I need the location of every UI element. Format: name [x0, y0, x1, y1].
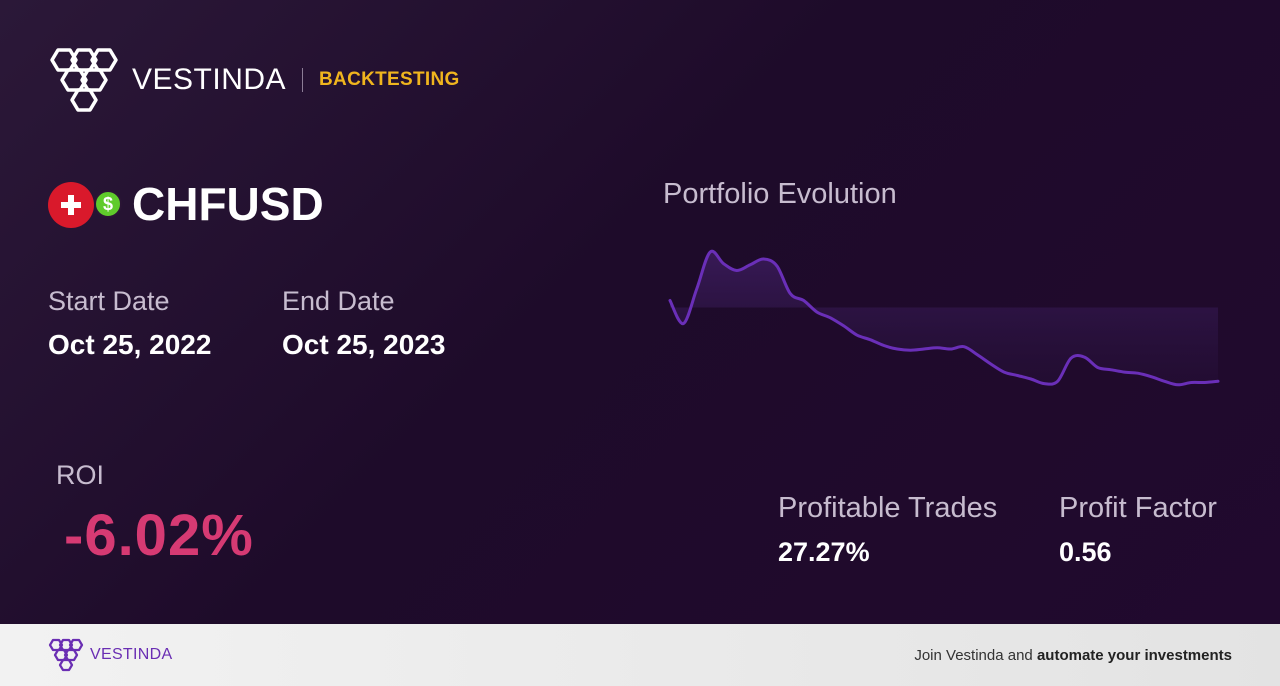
backtest-card: VESTINDA BACKTESTING $ CHFUSD Start Date…	[0, 0, 1280, 624]
end-date-value: Oct 25, 2023	[282, 329, 446, 360]
header: VESTINDA BACKTESTING	[48, 46, 460, 114]
profit-factor-label: Profit Factor	[1059, 492, 1217, 524]
roi-label: ROI	[56, 460, 105, 490]
header-divider	[302, 68, 304, 92]
chart-title: Portfolio Evolution	[663, 178, 897, 210]
end-date: End Date Oct 25, 2023	[282, 286, 445, 361]
section-label: BACKTESTING	[319, 69, 460, 90]
currency-pair: $ CHFUSD	[48, 176, 324, 232]
chart-series-line	[668, 249, 1220, 387]
roi-value: -6.02%	[64, 503, 254, 568]
start-date-value: Oct 25, 2022	[48, 329, 212, 360]
profit-factor-value: 0.56	[1059, 537, 1112, 567]
footer-brand-name: VESTINDA	[90, 646, 173, 663]
pair-symbol: CHFUSD	[132, 178, 324, 230]
vestinda-logo-icon[interactable]	[48, 46, 124, 114]
footer-cta-bold: automate your investments	[1036, 646, 1232, 664]
chart-area	[670, 251, 1218, 385]
dollar-icon: $	[94, 190, 122, 218]
footer-cta[interactable]: Join Vestinda and automate your investme…	[914, 647, 1232, 664]
footer: VESTINDA Join Vestinda and automate your…	[0, 624, 1280, 686]
start-date-label: Start Date	[48, 286, 170, 316]
footer-brand[interactable]: VESTINDA	[48, 638, 172, 672]
swiss-flag-icon	[48, 182, 94, 228]
portfolio-chart	[668, 249, 1220, 387]
brand-name: VESTINDA	[132, 63, 287, 96]
end-date-label: End Date	[282, 286, 395, 316]
footer-cta-prefix: Join Vestinda and	[914, 646, 1037, 664]
profit-factor: Profit Factor 0.56	[1059, 492, 1217, 568]
profitable-trades: Profitable Trades 27.27%	[778, 492, 997, 568]
pair-flags: $	[48, 176, 124, 232]
start-date: Start Date Oct 25, 2022	[48, 286, 211, 361]
profitable-trades-value: 27.27%	[778, 537, 870, 567]
vestinda-logo-icon	[48, 638, 84, 672]
profitable-trades-label: Profitable Trades	[778, 492, 998, 524]
